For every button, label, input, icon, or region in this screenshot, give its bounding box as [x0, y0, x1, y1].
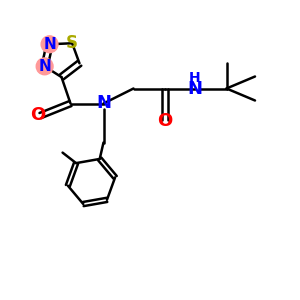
Circle shape: [36, 58, 53, 75]
Text: N: N: [96, 94, 111, 112]
Text: S: S: [66, 34, 78, 52]
Text: N: N: [43, 37, 56, 52]
Text: O: O: [30, 106, 45, 124]
Text: N: N: [188, 80, 202, 98]
Text: H: H: [189, 71, 201, 85]
Text: N: N: [38, 59, 51, 74]
Text: O: O: [158, 112, 172, 130]
Circle shape: [41, 36, 58, 53]
